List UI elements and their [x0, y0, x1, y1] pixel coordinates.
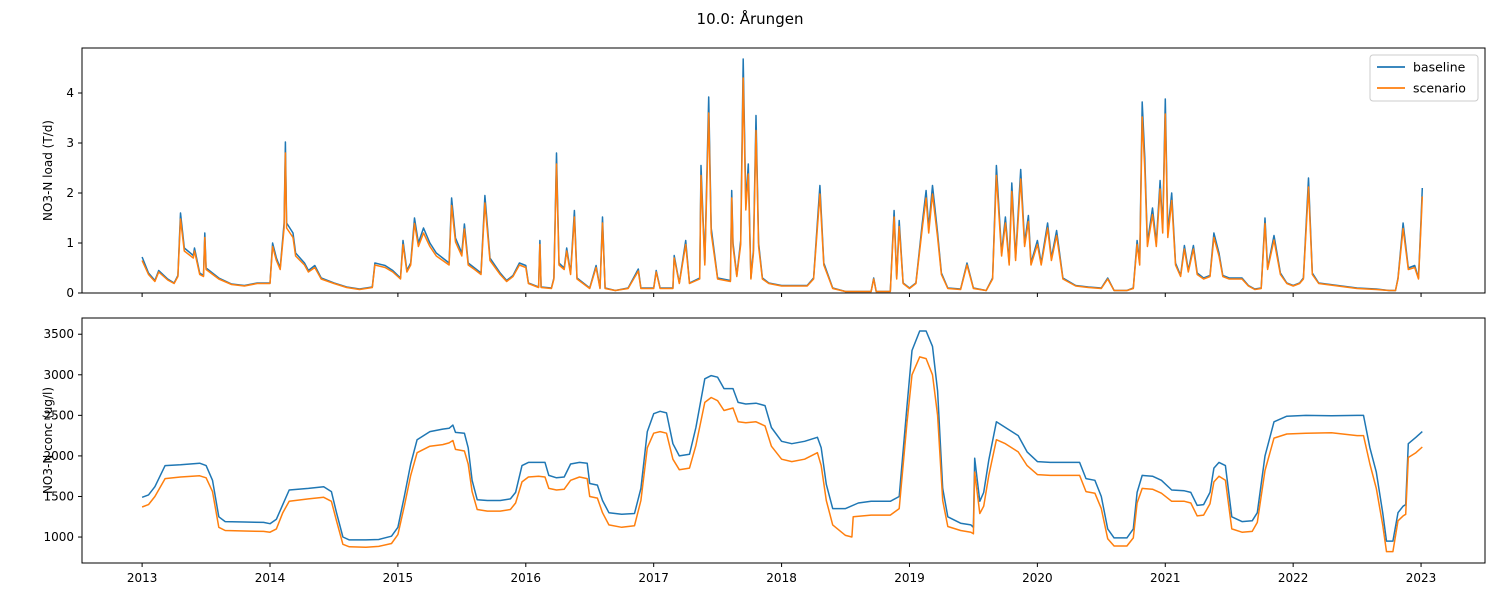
legend-label-scenario: scenario [1413, 81, 1466, 96]
x-tick-label: 2017 [638, 571, 669, 585]
y-tick-label: 1500 [43, 489, 74, 503]
y-tick-label: 3000 [43, 368, 74, 382]
series-line-baseline [141, 58, 1424, 293]
x-tick-label: 2020 [1022, 571, 1053, 585]
x-tick-label: 2019 [894, 571, 925, 585]
legend: baseline scenario [1369, 54, 1479, 102]
x-tick-label: 2015 [383, 571, 414, 585]
x-tick-label: 2014 [255, 571, 286, 585]
y-tick-label: 1 [66, 236, 74, 250]
y-tick-label: 3500 [43, 327, 74, 341]
chart-title: 10.0: Årungen [696, 10, 804, 28]
x-tick-label: 2013 [127, 571, 158, 585]
series-line-scenario [141, 356, 1423, 553]
x-tick-label: 2021 [1150, 571, 1181, 585]
y-tick-label: 3 [66, 136, 74, 150]
plot-frame [81, 47, 1486, 294]
x-tick-label: 2022 [1278, 571, 1309, 585]
series-line-baseline [141, 330, 1423, 542]
y-tick-label: 0 [66, 286, 74, 300]
legend-label-baseline: baseline [1413, 60, 1466, 75]
y-tick-label: 2000 [43, 449, 74, 463]
y-tick-label: 2 [66, 186, 74, 200]
y-axis-label: NO3-N conc (ug/l) [41, 387, 55, 494]
plot-frame [81, 317, 1486, 564]
x-tick-label: 2016 [511, 571, 542, 585]
subplot-2: 1000 1500 2000 2500 3000 3500 2013 2014 2015 2016… [41, 317, 1486, 585]
x-tick-label: 2023 [1406, 571, 1437, 585]
y-axis-label: NO3-N load (T/d) [41, 120, 55, 221]
y-tick-label: 2500 [43, 408, 74, 422]
y-tick-label: 4 [66, 86, 74, 100]
subplot-1: 0 1 2 3 4 NO3-N load (T/d) baseline scenario [41, 47, 1486, 300]
y-tick-label: 1000 [43, 530, 74, 544]
series-line-scenario [141, 77, 1424, 293]
x-tick-label: 2018 [766, 571, 797, 585]
